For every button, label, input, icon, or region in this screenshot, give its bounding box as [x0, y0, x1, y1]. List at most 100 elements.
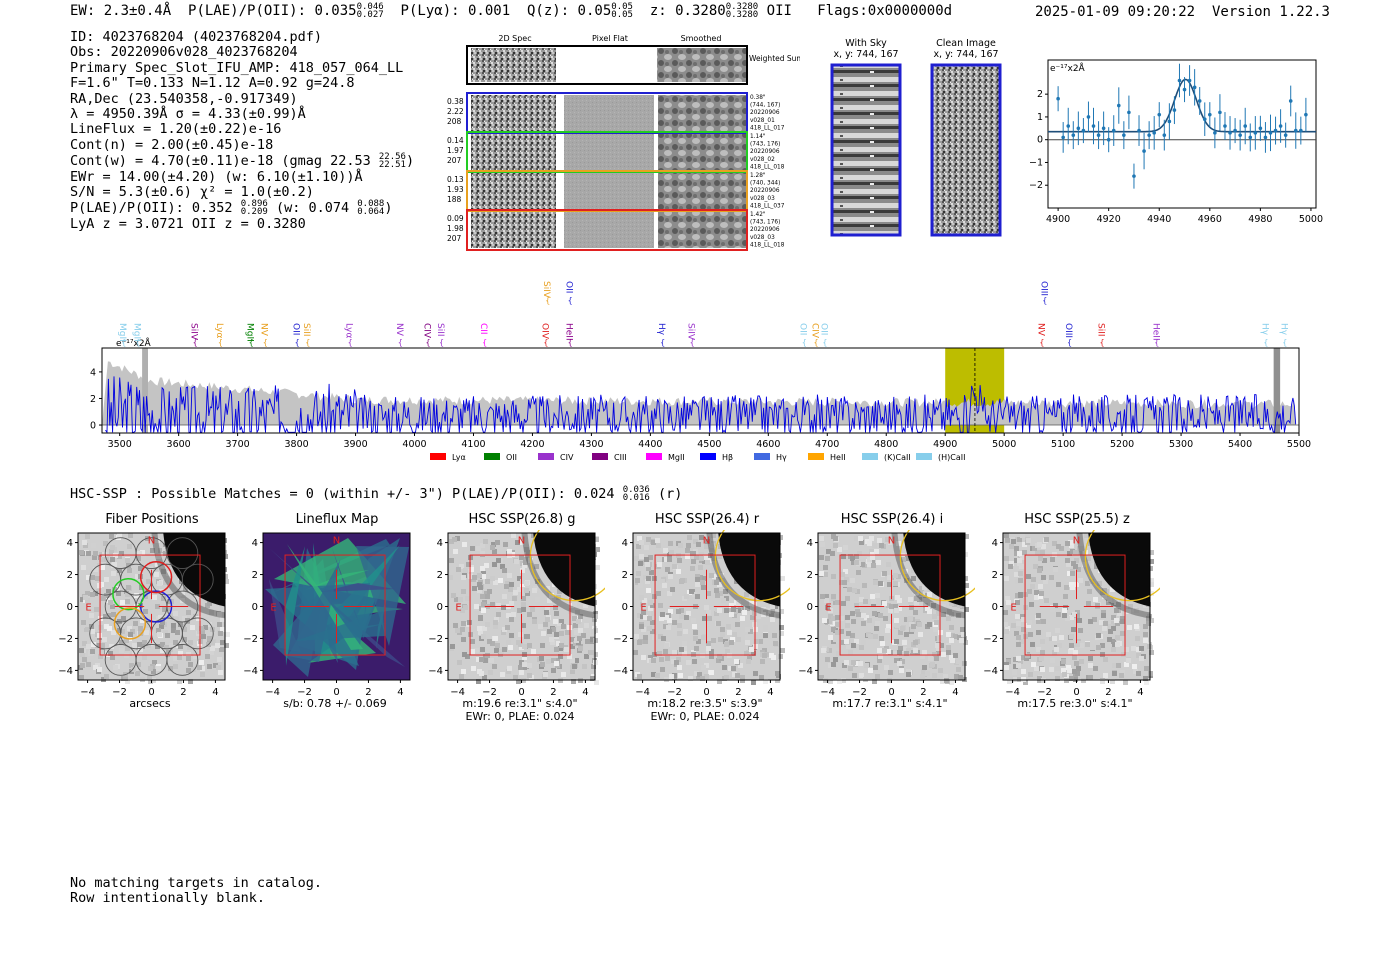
image-pixel	[828, 608, 833, 613]
image-pixel	[194, 595, 199, 600]
emission-line-label: SiII	[435, 323, 445, 337]
north-label: N	[888, 535, 895, 546]
galaxy-halo	[521, 532, 596, 619]
image-pixel	[867, 541, 872, 546]
north-label: N	[333, 535, 340, 546]
image-pixel	[455, 628, 460, 633]
image-pixel	[1028, 672, 1033, 677]
flags-value: Flags:0x0000000d	[817, 3, 953, 19]
image-pixel	[936, 611, 941, 616]
image-pixel	[904, 556, 909, 561]
image-pixel	[737, 605, 742, 610]
image-pixel	[119, 648, 124, 653]
image-pixel	[110, 557, 115, 562]
cutout-left-stat: 2.22	[447, 107, 464, 116]
image-pixel	[919, 586, 924, 591]
image-pixel	[706, 591, 711, 596]
image-pixel	[136, 556, 141, 561]
fit-data-point	[1101, 126, 1106, 131]
image-pixel	[904, 651, 909, 656]
image-pixel	[574, 638, 579, 643]
line-bracket: {	[568, 296, 573, 305]
image-pixel	[161, 593, 166, 598]
image-pixel	[909, 621, 914, 626]
image-pixel	[1053, 567, 1058, 572]
fit-data-point	[1142, 149, 1146, 153]
line-bracket: {	[568, 338, 573, 347]
cutout-right-meta: (743, 176)	[750, 142, 780, 148]
image-pixel	[917, 597, 922, 602]
image-pixel	[127, 568, 132, 573]
image-pixel	[842, 580, 847, 585]
image-pixel	[117, 628, 122, 633]
image-pixel	[1067, 551, 1072, 556]
hsc-lo: 0.016	[622, 493, 650, 503]
image-pixel	[80, 663, 85, 668]
image-pixel	[572, 602, 577, 607]
image-pixel	[819, 571, 824, 576]
image-pixel	[918, 632, 923, 637]
image-pixel	[697, 672, 702, 677]
image-pixel	[197, 629, 202, 634]
image-pixel	[885, 628, 890, 633]
catalog-aperture	[1084, 530, 1160, 602]
image-pixel	[1043, 579, 1048, 584]
image-pixel	[678, 543, 683, 548]
image-pixel	[506, 613, 511, 618]
image-pixel	[846, 631, 851, 636]
image-pixel	[712, 574, 717, 579]
flux-patch	[295, 611, 385, 641]
image-pixel	[1075, 642, 1080, 647]
image-pixel	[953, 653, 958, 658]
col-smooth-label: Smoothed	[681, 34, 722, 43]
image-pixel	[162, 607, 167, 612]
panel-xtick-label: −4	[1005, 687, 1020, 698]
image-pixel	[518, 665, 523, 670]
image-pixel	[640, 602, 645, 607]
spectrum-xtick-label: 3700	[226, 439, 250, 450]
image-pixel	[763, 679, 768, 684]
image-pixel	[889, 604, 894, 609]
image-pixel	[572, 664, 577, 669]
image-pixel	[839, 580, 844, 585]
image-pixel	[1009, 676, 1014, 681]
image-pixel	[1139, 646, 1144, 651]
fit-ytick-label: −1	[1030, 157, 1043, 168]
image-pixel	[873, 634, 878, 639]
image-pixel	[1096, 633, 1101, 638]
plae-text: P(LAE)/P(OII): 0.352	[70, 200, 233, 217]
cutout-right-meta: v028_03	[750, 235, 775, 241]
image-pixel	[706, 641, 711, 646]
image-pixel	[104, 577, 109, 582]
legend-label: Lyα	[452, 453, 466, 462]
image-pixel	[943, 674, 948, 679]
panel-xtick-label: −2	[1037, 687, 1052, 698]
image-pixel	[590, 676, 595, 681]
fiber-circle	[166, 537, 199, 569]
image-pixel	[163, 551, 168, 556]
fit-data-point	[1258, 126, 1263, 131]
image-pixel	[925, 671, 930, 676]
image-pixel	[494, 617, 499, 622]
image-pixel	[1011, 623, 1016, 628]
image-pixel	[1006, 659, 1011, 664]
image-pixel	[469, 567, 474, 572]
image-pixel	[531, 533, 536, 538]
panel-xtick-label: 2	[920, 687, 926, 698]
image-pixel	[1094, 564, 1099, 569]
image-pixel	[1093, 597, 1098, 602]
image-pixel	[506, 640, 511, 645]
image-pixel	[949, 625, 954, 630]
image-pixel	[709, 670, 714, 675]
image-pixel	[461, 669, 466, 674]
image-pixel	[704, 663, 709, 668]
image-pixel	[873, 580, 878, 585]
image-pixel	[1128, 604, 1133, 609]
fit-data-point	[1253, 131, 1258, 135]
line-bracket: {	[1067, 338, 1072, 347]
image-pixel	[828, 635, 833, 640]
image-pixel	[121, 616, 126, 621]
image-pixel	[638, 561, 643, 566]
image-pixel	[867, 618, 872, 623]
